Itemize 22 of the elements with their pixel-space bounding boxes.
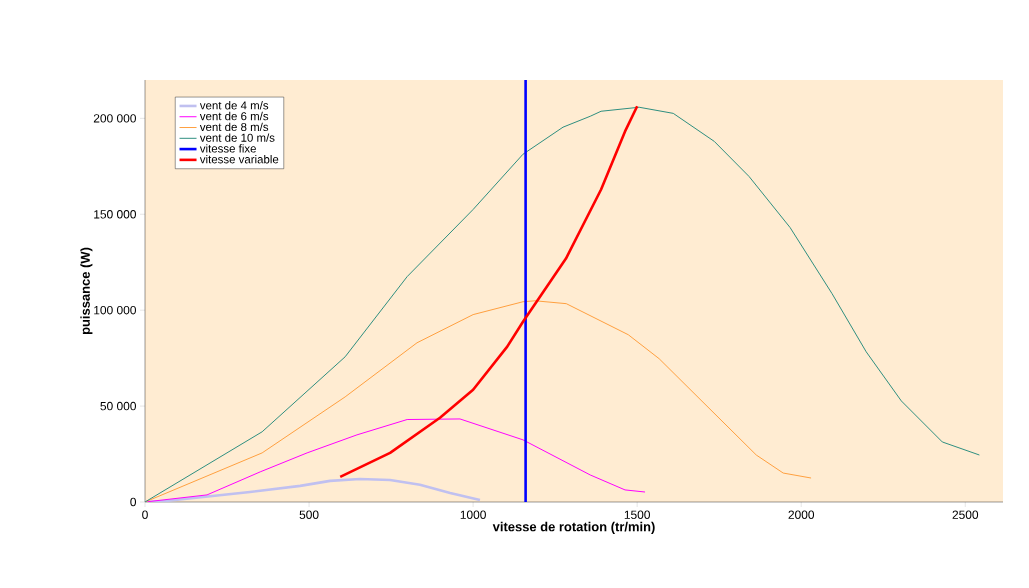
y-tick-label: 50 000 [100, 401, 136, 411]
y-tick-label: 0 [130, 497, 137, 507]
x-tick-label: 2500 [952, 510, 979, 519]
legend-label: vent de 8 m/s [199, 122, 269, 132]
legend-label: vitesse variable [199, 154, 279, 164]
x-tick-label: 2000 [788, 510, 815, 519]
x-tick-label: 0 [142, 510, 148, 519]
x-tick-label: 1000 [460, 510, 486, 519]
y-tick-label: 100 000 [94, 305, 136, 315]
line-series [145, 418, 646, 502]
legend-label: vitesse fixe [199, 144, 256, 153]
x-tick-label: 1500 [624, 510, 650, 519]
x-tick-label: 500 [299, 510, 319, 519]
legend-label: vent de 4 m/s [199, 101, 269, 110]
y-tick-label: 200 000 [93, 114, 136, 123]
legend-label: vent de 10 m/s [199, 133, 275, 142]
x-axis-title: vitesse de rotation (tr/min) [492, 521, 655, 534]
line-series [145, 300, 812, 502]
line-series [338, 104, 639, 479]
y-tick-label: 150 000 [94, 210, 136, 219]
y-axis-title: puissance (W) [80, 247, 93, 335]
legend-label: vent de 6 m/s [199, 111, 269, 121]
